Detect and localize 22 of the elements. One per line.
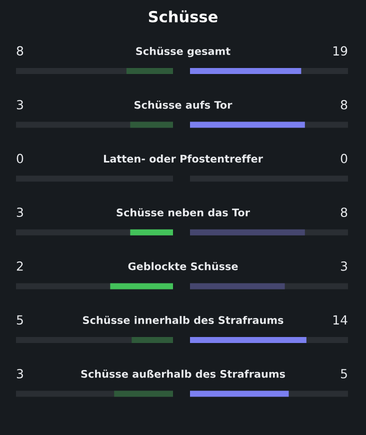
data-label: 0 xyxy=(340,154,348,164)
category-label: Latten- oder Pfostentreffer xyxy=(104,154,263,163)
category-label: Schüsse außerhalb des Strafraums xyxy=(81,370,286,378)
data-label: 3 xyxy=(16,208,23,218)
category-label: Geblockte Schüsse xyxy=(128,262,238,270)
data-label: 8 xyxy=(340,100,348,110)
category-label: Schüsse aufs Tor xyxy=(134,100,232,109)
category-label: Schüsse innerhalb des Strafraums xyxy=(83,316,284,324)
category-label: Schüsse neben das Tor xyxy=(116,208,250,216)
data-label: 3 xyxy=(16,368,23,378)
data-label: 19 xyxy=(333,46,348,56)
data-label: 8 xyxy=(16,46,24,56)
text: Schüsse xyxy=(148,10,218,22)
data-label: 0 xyxy=(16,154,24,164)
category-label: Schüsse gesamt xyxy=(136,46,230,58)
data-label: 5 xyxy=(341,369,347,378)
data-label: 2 xyxy=(16,261,23,271)
data-label: 3 xyxy=(16,100,23,110)
data-label: 8 xyxy=(340,208,348,218)
data-label: 14 xyxy=(333,315,348,324)
data-label: 5 xyxy=(16,315,23,325)
data-label: 3 xyxy=(341,261,347,271)
